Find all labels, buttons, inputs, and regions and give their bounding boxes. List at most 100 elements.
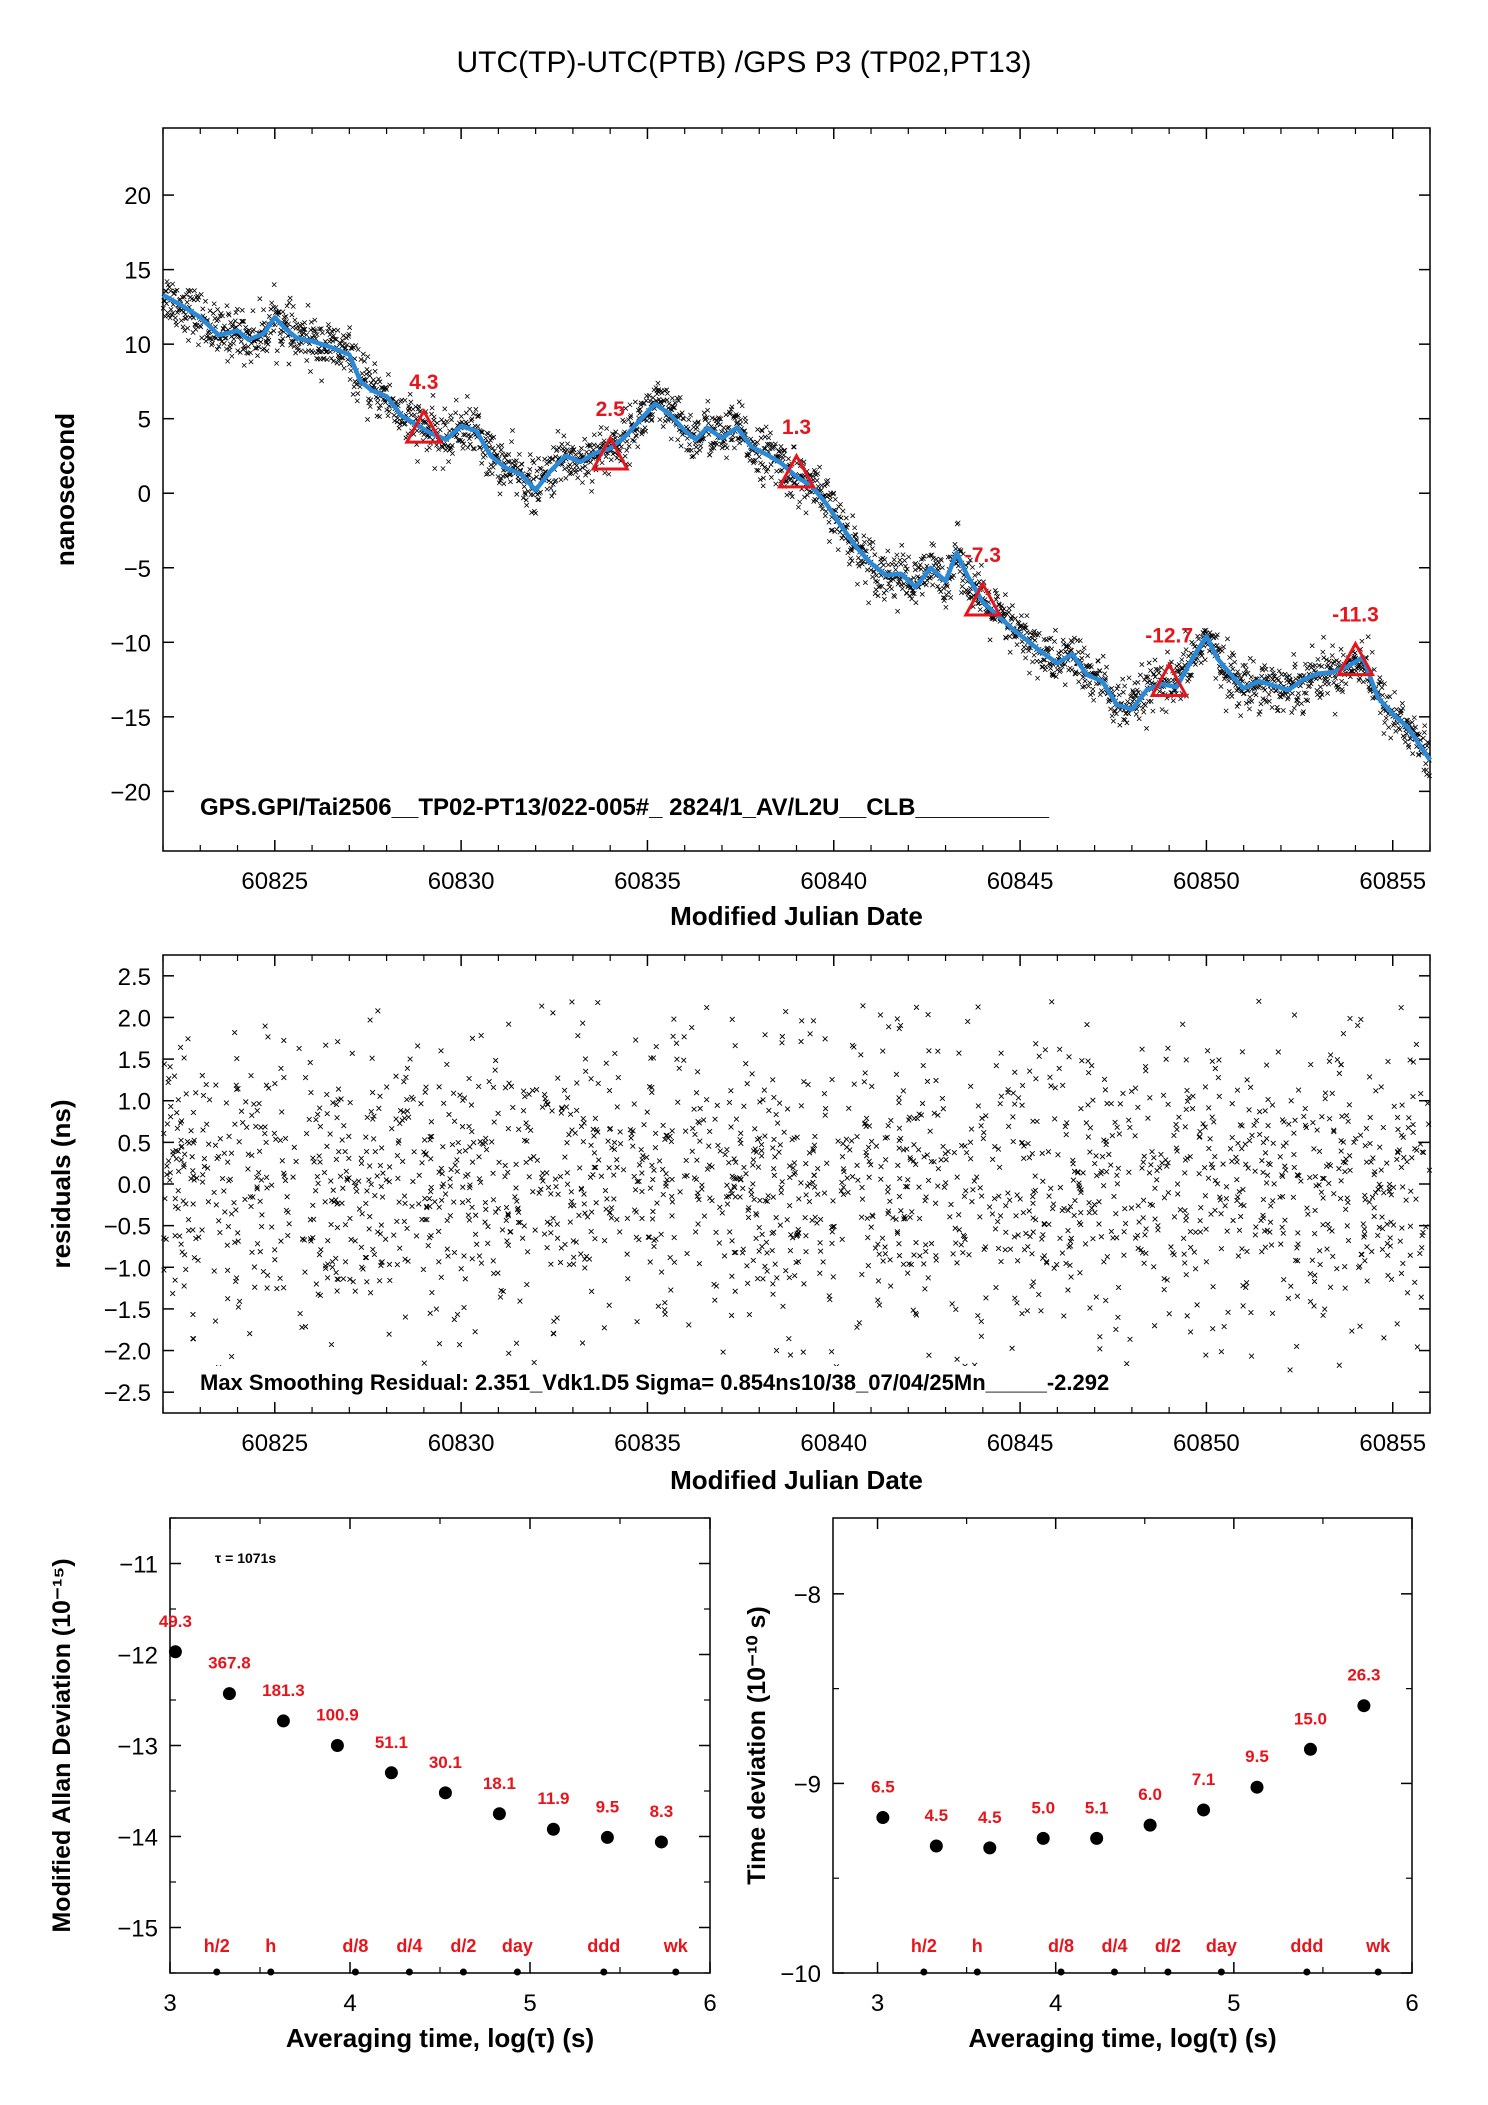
data-point [174,310,180,315]
data-point [1128,1088,1135,1095]
data-point [1414,1344,1421,1350]
data-point [421,1360,428,1366]
data-point [347,376,353,382]
data-point [527,452,533,458]
data-point [615,1074,622,1081]
data-point [644,1109,650,1115]
data-point [1182,1170,1188,1176]
data-point [508,1083,515,1090]
data-point [655,380,661,386]
data-point [658,1269,665,1275]
data-point [221,1150,228,1156]
data-point [579,480,585,486]
data-point [342,1259,349,1265]
time-marker-label: day [502,1936,533,1956]
data-point [866,1123,873,1129]
data-point [533,510,539,516]
data-point [758,1153,765,1159]
data-point [544,1245,550,1251]
data-point [706,1128,713,1135]
data-point [829,1076,835,1083]
data-point [1030,1229,1036,1235]
data-point [940,1143,946,1150]
data-point [938,1157,944,1163]
data-point [746,1311,753,1318]
data-point [651,1237,657,1244]
data-point [771,1094,777,1101]
data-point [1045,1149,1052,1155]
data-point [554,1235,561,1241]
data-point [949,1301,955,1307]
data-point [729,437,735,443]
data-point [1191,1249,1198,1255]
data-point [1400,1260,1406,1267]
data-point [1183,1217,1189,1224]
data-point [740,1185,746,1192]
data-point [1019,1310,1025,1317]
data-point [1179,657,1185,663]
data-point [336,354,342,360]
data-point [1385,1058,1391,1065]
data-point [206,335,212,341]
data-point [606,1087,613,1094]
data-point [696,1196,702,1203]
data-point [223,1100,230,1106]
data-point [1174,1148,1180,1154]
data-point [975,1312,981,1319]
data-point [383,1084,390,1090]
data-point [603,1060,609,1066]
data-point [729,1016,735,1023]
data-point [869,1083,875,1090]
data-point [1110,718,1116,724]
data-point [377,402,383,408]
data-point [545,1184,552,1191]
data-point [776,1149,782,1155]
data-point [1198,660,1204,666]
data-point [582,1068,589,1075]
data-point [875,1278,882,1284]
data-point [304,357,310,363]
panel-tdev-time-markers: h/2 h d/8 d/4 d/2 day ddd wk [911,1936,1391,1976]
data-point [258,339,264,345]
data-point [482,1199,489,1206]
data-point [1130,689,1136,695]
data-point [1205,1175,1212,1181]
data-point [377,379,383,385]
data-point [185,337,191,343]
data-point [1403,1197,1409,1203]
data-point [355,1178,362,1184]
data-point [913,1239,919,1246]
data-point [1117,722,1123,728]
data-point [571,447,577,453]
data-point [523,1159,529,1166]
data-point [1002,592,1008,598]
data-point [1303,661,1308,667]
data-point [366,1226,372,1232]
data-point [998,1050,1004,1056]
data-point [967,1156,974,1162]
data-point [667,1254,673,1261]
data-point [858,1052,864,1058]
deviation-point [983,1841,997,1855]
data-point [1273,688,1279,694]
data-point [1323,657,1329,663]
data-point [737,1137,743,1143]
data-point [1329,1090,1335,1097]
data-point [880,1048,886,1054]
data-point [885,548,891,554]
data-point [737,1194,743,1200]
data-point [898,576,904,582]
data-point [386,1164,393,1170]
data-point [1358,1016,1364,1023]
deviation-point [1036,1831,1050,1845]
data-point [653,1043,659,1050]
data-point [872,591,878,597]
data-point [1077,638,1083,644]
data-point [614,1216,620,1223]
data-point [282,1177,289,1184]
data-point [213,1202,220,1208]
data-point [822,513,828,519]
data-point [987,637,993,643]
data-point [299,1324,305,1331]
data-point [1091,1201,1098,1208]
